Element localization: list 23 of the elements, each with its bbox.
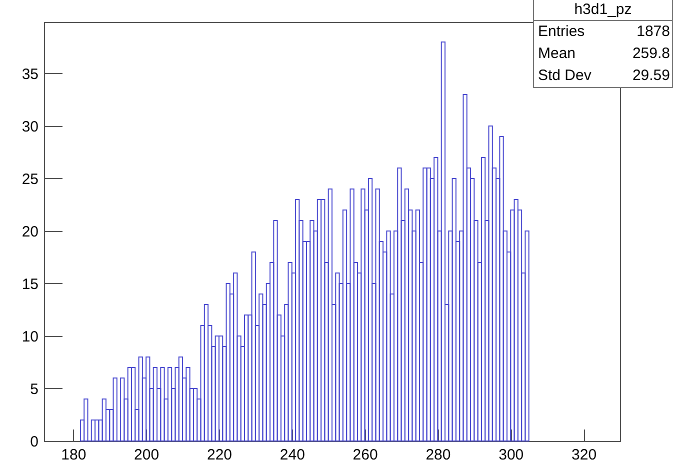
y-tick-label: 15 (22, 276, 38, 293)
text: 1878 (636, 22, 670, 42)
text: h3d1_pz (534, 0, 672, 21)
x-tick-label: 320 (572, 446, 597, 463)
y-tick-label: 0 (30, 434, 38, 450)
x-tick-label: 280 (426, 446, 451, 463)
annotation: Entries (538, 22, 585, 42)
text: 29.59 (632, 66, 670, 86)
y-tick-label: 30 (22, 118, 38, 136)
y-tick-label: 35 (22, 66, 38, 83)
x-tick-label: 220 (206, 446, 232, 463)
y-tick-label: 5 (30, 380, 38, 398)
annotation: Mean (538, 44, 576, 64)
annotation: Std Dev (538, 66, 592, 86)
text: 259.8 (632, 44, 670, 64)
x-tick-label: 240 (280, 446, 305, 463)
y-tick-label: 20 (22, 223, 38, 240)
y-tick-label: 10 (22, 328, 38, 346)
x-tick-label: 200 (134, 446, 160, 463)
x-tick-label: 180 (61, 446, 86, 463)
x-tick-label: 260 (352, 446, 378, 463)
x-tick-label: 300 (498, 446, 524, 463)
y-tick-label: 25 (22, 170, 38, 188)
